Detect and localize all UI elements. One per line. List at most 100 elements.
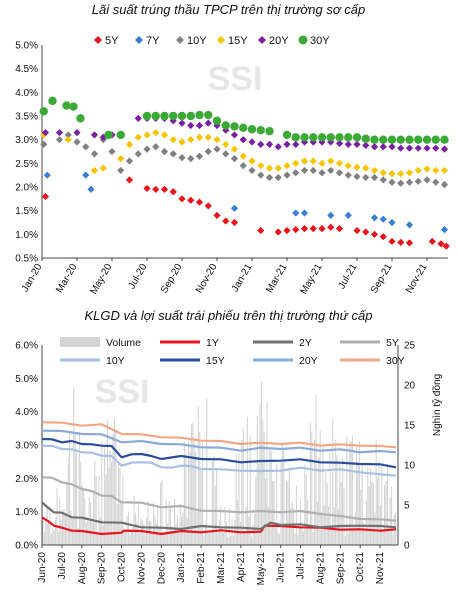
data-point-10Y <box>327 167 334 174</box>
data-point-7Y <box>327 212 334 219</box>
data-point-5Y <box>336 225 343 232</box>
data-point-15Y <box>205 134 212 141</box>
data-point-15Y <box>318 160 325 167</box>
data-point-15Y <box>152 129 159 136</box>
data-point-15Y <box>187 136 194 143</box>
watermark: SSI <box>208 60 263 98</box>
data-point-20Y <box>353 141 360 148</box>
y-tick-label: 2.0% <box>15 183 38 194</box>
data-point-10Y <box>40 141 47 148</box>
data-point-30Y <box>379 135 387 143</box>
data-point-30Y <box>432 135 440 143</box>
data-point-15Y <box>65 136 72 143</box>
data-point-15Y <box>380 169 387 176</box>
data-point-30Y <box>292 133 300 141</box>
x-tick-label: Nov-20 <box>136 552 147 585</box>
data-point-15Y <box>117 155 124 162</box>
x-tick-label: Mar-20 <box>54 262 80 295</box>
data-point-30Y <box>117 131 125 139</box>
data-point-30Y <box>353 133 361 141</box>
legend-label-2Y: 2Y <box>299 337 312 349</box>
x-tick-label: Nov-20 <box>194 262 220 296</box>
data-point-30Y <box>283 131 291 139</box>
series-5Y <box>42 176 450 249</box>
data-point-7Y <box>388 219 395 226</box>
data-point-15Y <box>143 131 150 138</box>
data-point-20Y <box>292 141 299 148</box>
y-tick-label: 4.5% <box>15 64 38 75</box>
data-point-30Y <box>362 135 370 143</box>
data-point-10Y <box>91 150 98 157</box>
data-point-5Y <box>406 239 413 246</box>
data-point-20Y <box>266 141 273 148</box>
data-point-20Y <box>205 120 212 127</box>
x-tick-label: Sep-21 <box>335 552 346 585</box>
data-point-20Y <box>73 129 80 136</box>
primary-auction-chart: SSI0.5%1.0%1.5%2.0%2.5%3.0%3.5%4.0%4.5%5… <box>0 0 457 305</box>
data-point-7Y <box>345 212 352 219</box>
y-tick-label: 2.5% <box>15 159 38 170</box>
legend-label-volume: Volume <box>106 337 141 349</box>
data-point-10Y <box>82 143 89 150</box>
data-point-5Y <box>388 238 395 245</box>
legend-label-15Y: 15Y <box>228 35 248 47</box>
legend-marker-7Y <box>135 36 143 44</box>
data-point-10Y <box>432 179 439 186</box>
data-point-30Y <box>300 133 308 141</box>
data-point-20Y <box>135 115 142 122</box>
data-point-5Y <box>362 228 369 235</box>
data-point-10Y <box>257 172 264 179</box>
data-point-10Y <box>415 178 422 185</box>
data-point-5Y <box>301 225 308 232</box>
data-point-5Y <box>397 239 404 246</box>
data-point-30Y <box>48 97 56 105</box>
data-point-15Y <box>100 164 107 171</box>
data-point-30Y <box>230 122 238 130</box>
data-point-30Y <box>222 121 230 129</box>
data-point-30Y <box>397 135 405 143</box>
y2-axis-label: Nghìn tỷ đồng <box>431 374 443 436</box>
data-point-15Y <box>353 164 360 171</box>
data-point-15Y <box>336 160 343 167</box>
x-tick-label: Aug-20 <box>77 552 88 585</box>
data-point-20Y <box>388 143 395 150</box>
data-point-20Y <box>345 141 352 148</box>
data-point-7Y <box>292 209 299 216</box>
data-point-15Y <box>423 165 430 172</box>
legend-marker-5Y <box>94 36 102 44</box>
data-point-10Y <box>380 176 387 183</box>
data-point-5Y <box>213 212 220 219</box>
data-point-7Y <box>44 172 51 179</box>
y-tick-label: 1.5% <box>15 206 38 217</box>
data-point-5Y <box>275 228 282 235</box>
legend-label-7Y: 7Y <box>146 35 160 47</box>
data-point-7Y <box>371 214 378 221</box>
y2-tick-label: 15 <box>404 421 416 432</box>
data-point-30Y <box>248 125 256 133</box>
data-point-10Y <box>362 174 369 181</box>
data-point-30Y <box>187 112 195 120</box>
y-tick-label: 1.0% <box>15 230 38 241</box>
data-point-5Y <box>283 227 290 234</box>
data-point-10Y <box>353 173 360 180</box>
x-tick-label: Jan-20 <box>20 262 45 294</box>
y-tick-label: 0.0% <box>15 541 38 552</box>
y-tick-label: 1.0% <box>15 507 38 518</box>
data-point-20Y <box>187 122 194 129</box>
data-point-30Y <box>370 135 378 143</box>
data-point-15Y <box>371 167 378 174</box>
data-point-15Y <box>222 141 229 148</box>
x-tick-label: Sep-21 <box>369 262 395 296</box>
data-point-20Y <box>248 138 255 145</box>
data-point-10Y <box>56 136 63 143</box>
data-point-5Y <box>42 193 49 200</box>
data-point-30Y <box>152 112 160 120</box>
data-point-7Y <box>87 186 94 193</box>
data-point-5Y <box>353 227 360 234</box>
x-tick-label: Jan-21 <box>230 262 255 294</box>
data-point-5Y <box>126 176 133 183</box>
data-point-20Y <box>56 129 63 136</box>
data-point-30Y <box>160 112 168 120</box>
data-point-7Y <box>82 172 89 179</box>
y2-tick-label: 25 <box>404 341 416 352</box>
